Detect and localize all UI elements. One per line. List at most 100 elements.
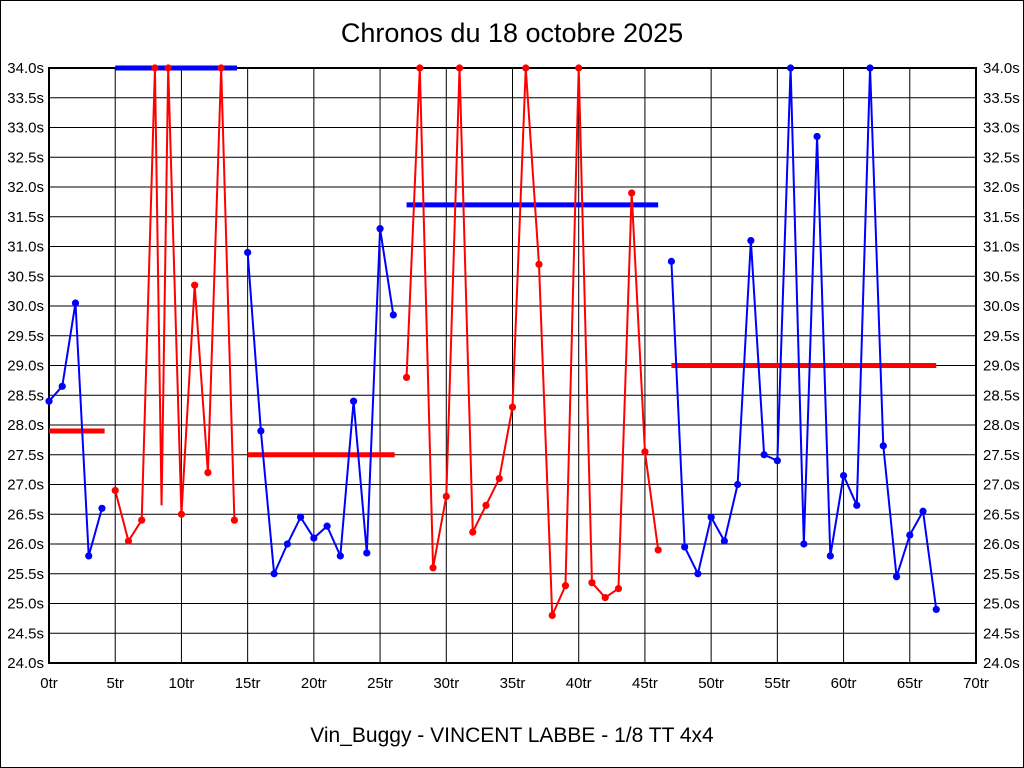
x-tick-label: 50tr (698, 675, 724, 692)
y-tick-label-left: 33.5s (7, 90, 44, 107)
y-tick-label-left: 30.5s (7, 268, 44, 285)
run-4-red-data-point-marker (628, 189, 636, 197)
y-tick-label-right: 28.0s (983, 417, 1020, 434)
y-tick-label-right: 27.0s (983, 477, 1020, 494)
run-4-red-data-point-marker (654, 546, 662, 554)
y-tick-label-left: 26.0s (7, 536, 44, 553)
chart-footer: Vin_Buggy - VINCENT LABBE - 1/8 TT 4x4 (310, 724, 714, 747)
run-3-blue-line (246, 228, 395, 578)
run-2-red-data-point-marker (191, 281, 199, 289)
run-3-blue-data-point-marker (336, 552, 344, 560)
run-5-blue-data-point-marker (667, 257, 676, 265)
run-5-blue-data-point-marker (747, 236, 755, 245)
y-tick-label-left: 25.0s (7, 596, 44, 613)
y-tick-label-right: 32.0s (983, 179, 1020, 196)
run-5-blue-data-point-marker (866, 64, 874, 72)
run-2-red-data-point-marker (164, 64, 172, 72)
run-4-red-data-point-marker (469, 528, 477, 536)
x-tick-label: 40tr (566, 675, 592, 692)
plot-border (48, 67, 977, 664)
y-tick-label-right: 33.5s (983, 90, 1020, 107)
run-2-red-data-point-marker (151, 64, 159, 72)
run-5-blue-data-point-marker (919, 507, 927, 515)
run-3-blue-data-point-marker (310, 534, 318, 542)
y-tick-label-right: 27.5s (983, 447, 1020, 464)
run-2-red-data-point-marker (204, 469, 212, 477)
y-tick-label-right: 31.0s (983, 239, 1020, 256)
run-4-red-data-point-marker (588, 579, 596, 587)
run-4-red-data-point-marker (402, 373, 411, 381)
run-3-blue-data-point-marker (349, 397, 358, 405)
run-4-red-data-point-marker (416, 64, 424, 72)
run-4-red-data-point-marker (442, 492, 450, 500)
x-tick-label: 10tr (168, 675, 194, 692)
run-2-red-data-point-marker (111, 486, 119, 495)
chart-title: Chronos du 18 octobre 2025 (340, 18, 684, 48)
run-4-red-data-point-marker (614, 585, 623, 593)
x-tick-label: 45tr (632, 675, 658, 692)
y-tick-label-left: 32.5s (7, 149, 44, 166)
run-3-blue-data-point-marker (270, 570, 278, 578)
run-4-red-data-point-marker (601, 593, 609, 602)
run-4-red-data-point-marker (575, 64, 583, 72)
y-tick-label-right: 28.5s (983, 387, 1020, 404)
run-5-blue-data-point-marker (879, 442, 887, 450)
x-tick-label: 0tr (40, 675, 58, 692)
y-tick-label-left: 26.5s (7, 506, 44, 523)
y-tick-label-left: 30.0s (7, 298, 44, 315)
y-tick-label-right: 24.5s (983, 625, 1020, 642)
run-3-blue-data-point-marker (376, 225, 384, 233)
y-tick-label-right: 30.5s (983, 268, 1020, 285)
run-4-red-data-point-marker (495, 474, 503, 483)
run-5-blue-data-point-marker (720, 537, 728, 545)
y-tick-label-right: 31.5s (983, 209, 1020, 226)
x-tick-label: 30tr (433, 675, 459, 692)
x-tick-label: 35tr (500, 675, 526, 692)
y-tick-label-left: 29.0s (7, 358, 44, 375)
run-4-red-data-point-marker (561, 582, 570, 590)
run-3-blue-data-point-marker (297, 513, 305, 521)
run-3-blue-data-point-marker (257, 427, 265, 435)
run-3-blue-data-point-marker (389, 311, 397, 319)
run-1-blue-data-point-marker (58, 382, 66, 390)
run-5-blue-data-point-marker (906, 531, 914, 539)
y-tick-label-left: 31.5s (7, 209, 44, 226)
run-3-blue-data-point-marker (283, 540, 291, 548)
run-3-blue-data-point-marker (363, 549, 371, 557)
run-1-blue-data-point-marker (45, 397, 53, 405)
run-5-blue-data-point-marker (826, 552, 834, 560)
run-2-red-data-point-marker (124, 537, 133, 545)
y-tick-label-right: 34.0s (983, 60, 1020, 77)
run-1-blue-data-point-marker (98, 504, 106, 512)
y-tick-label-right: 24.0s (983, 655, 1020, 672)
run-1-blue-data-point-marker (71, 299, 80, 307)
run-5-blue-data-point-marker (760, 451, 768, 459)
y-tick-label-left: 28.0s (7, 417, 44, 434)
y-tick-label-right: 25.5s (983, 566, 1020, 583)
y-tick-label-left: 32.0s (7, 179, 44, 196)
run-2-red-data-point-marker (177, 510, 186, 518)
run-2-red-data-point-marker (138, 516, 146, 524)
y-tick-label-right: 30.0s (983, 298, 1020, 315)
run-5-blue-data-point-marker (681, 543, 689, 551)
x-tick-label: 60tr (831, 675, 857, 692)
run-5-blue-data-point-marker (932, 605, 940, 614)
run-2-red-data-point-marker (217, 64, 225, 72)
y-tick-label-right: 26.5s (983, 506, 1020, 523)
y-tick-label-left: 27.0s (7, 477, 44, 494)
run-5-blue-data-point-marker (892, 573, 901, 581)
run-2-red-line (114, 67, 236, 544)
x-tick-label: 5tr (106, 675, 124, 692)
y-tick-label-left: 24.0s (7, 655, 44, 672)
y-tick-label-left: 27.5s (7, 447, 44, 464)
run-5-blue-data-point-marker (839, 471, 848, 480)
run-5-blue-data-point-marker (694, 570, 702, 578)
x-tick-label: 70tr (963, 675, 989, 692)
run-5-blue-data-point-marker (813, 132, 821, 141)
run-5-blue-data-point-marker (773, 457, 781, 465)
x-tick-label: 20tr (301, 675, 327, 692)
y-tick-label-left: 24.5s (7, 625, 44, 642)
run-5-blue-data-point-marker (787, 64, 795, 72)
y-tick-label-left: 31.0s (7, 239, 44, 256)
